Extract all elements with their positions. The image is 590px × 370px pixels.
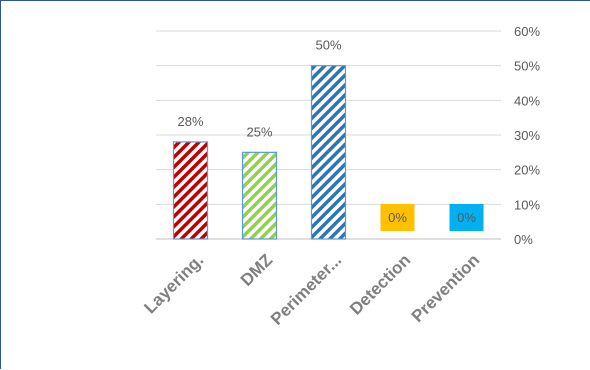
y-tick-label: 30% xyxy=(514,128,540,143)
bar-layering xyxy=(172,141,209,240)
y-tick-label: 20% xyxy=(514,163,540,178)
x-category-label: Perimeter... xyxy=(267,250,345,328)
bar-prevention xyxy=(449,204,484,231)
bars xyxy=(172,65,484,240)
y-tick-label: 0% xyxy=(514,232,533,247)
y-tick-label: 40% xyxy=(514,93,540,108)
y-tick-label: 10% xyxy=(514,197,540,212)
y-tick-label: 60% xyxy=(514,24,540,39)
x-category-label: DMZ xyxy=(237,250,276,289)
data-label: 25% xyxy=(246,124,272,139)
bar-dmz xyxy=(241,151,278,240)
x-category-label: Layering. xyxy=(140,250,207,317)
x-category-label: Detection xyxy=(346,250,414,318)
data-label: 0% xyxy=(388,210,407,225)
bar-perimeter xyxy=(310,65,347,240)
data-label: 50% xyxy=(315,38,341,53)
x-category-label: Prevention xyxy=(408,250,484,326)
data-labels: 28% 25% 50% 0% 0% xyxy=(177,38,476,225)
data-label: 0% xyxy=(457,210,476,225)
y-tick-label: 50% xyxy=(514,59,540,74)
y-axis: 0% 10% 20% 30% 40% 50% 60% xyxy=(514,24,540,247)
data-label: 28% xyxy=(177,114,203,129)
bar-detection xyxy=(380,204,415,231)
